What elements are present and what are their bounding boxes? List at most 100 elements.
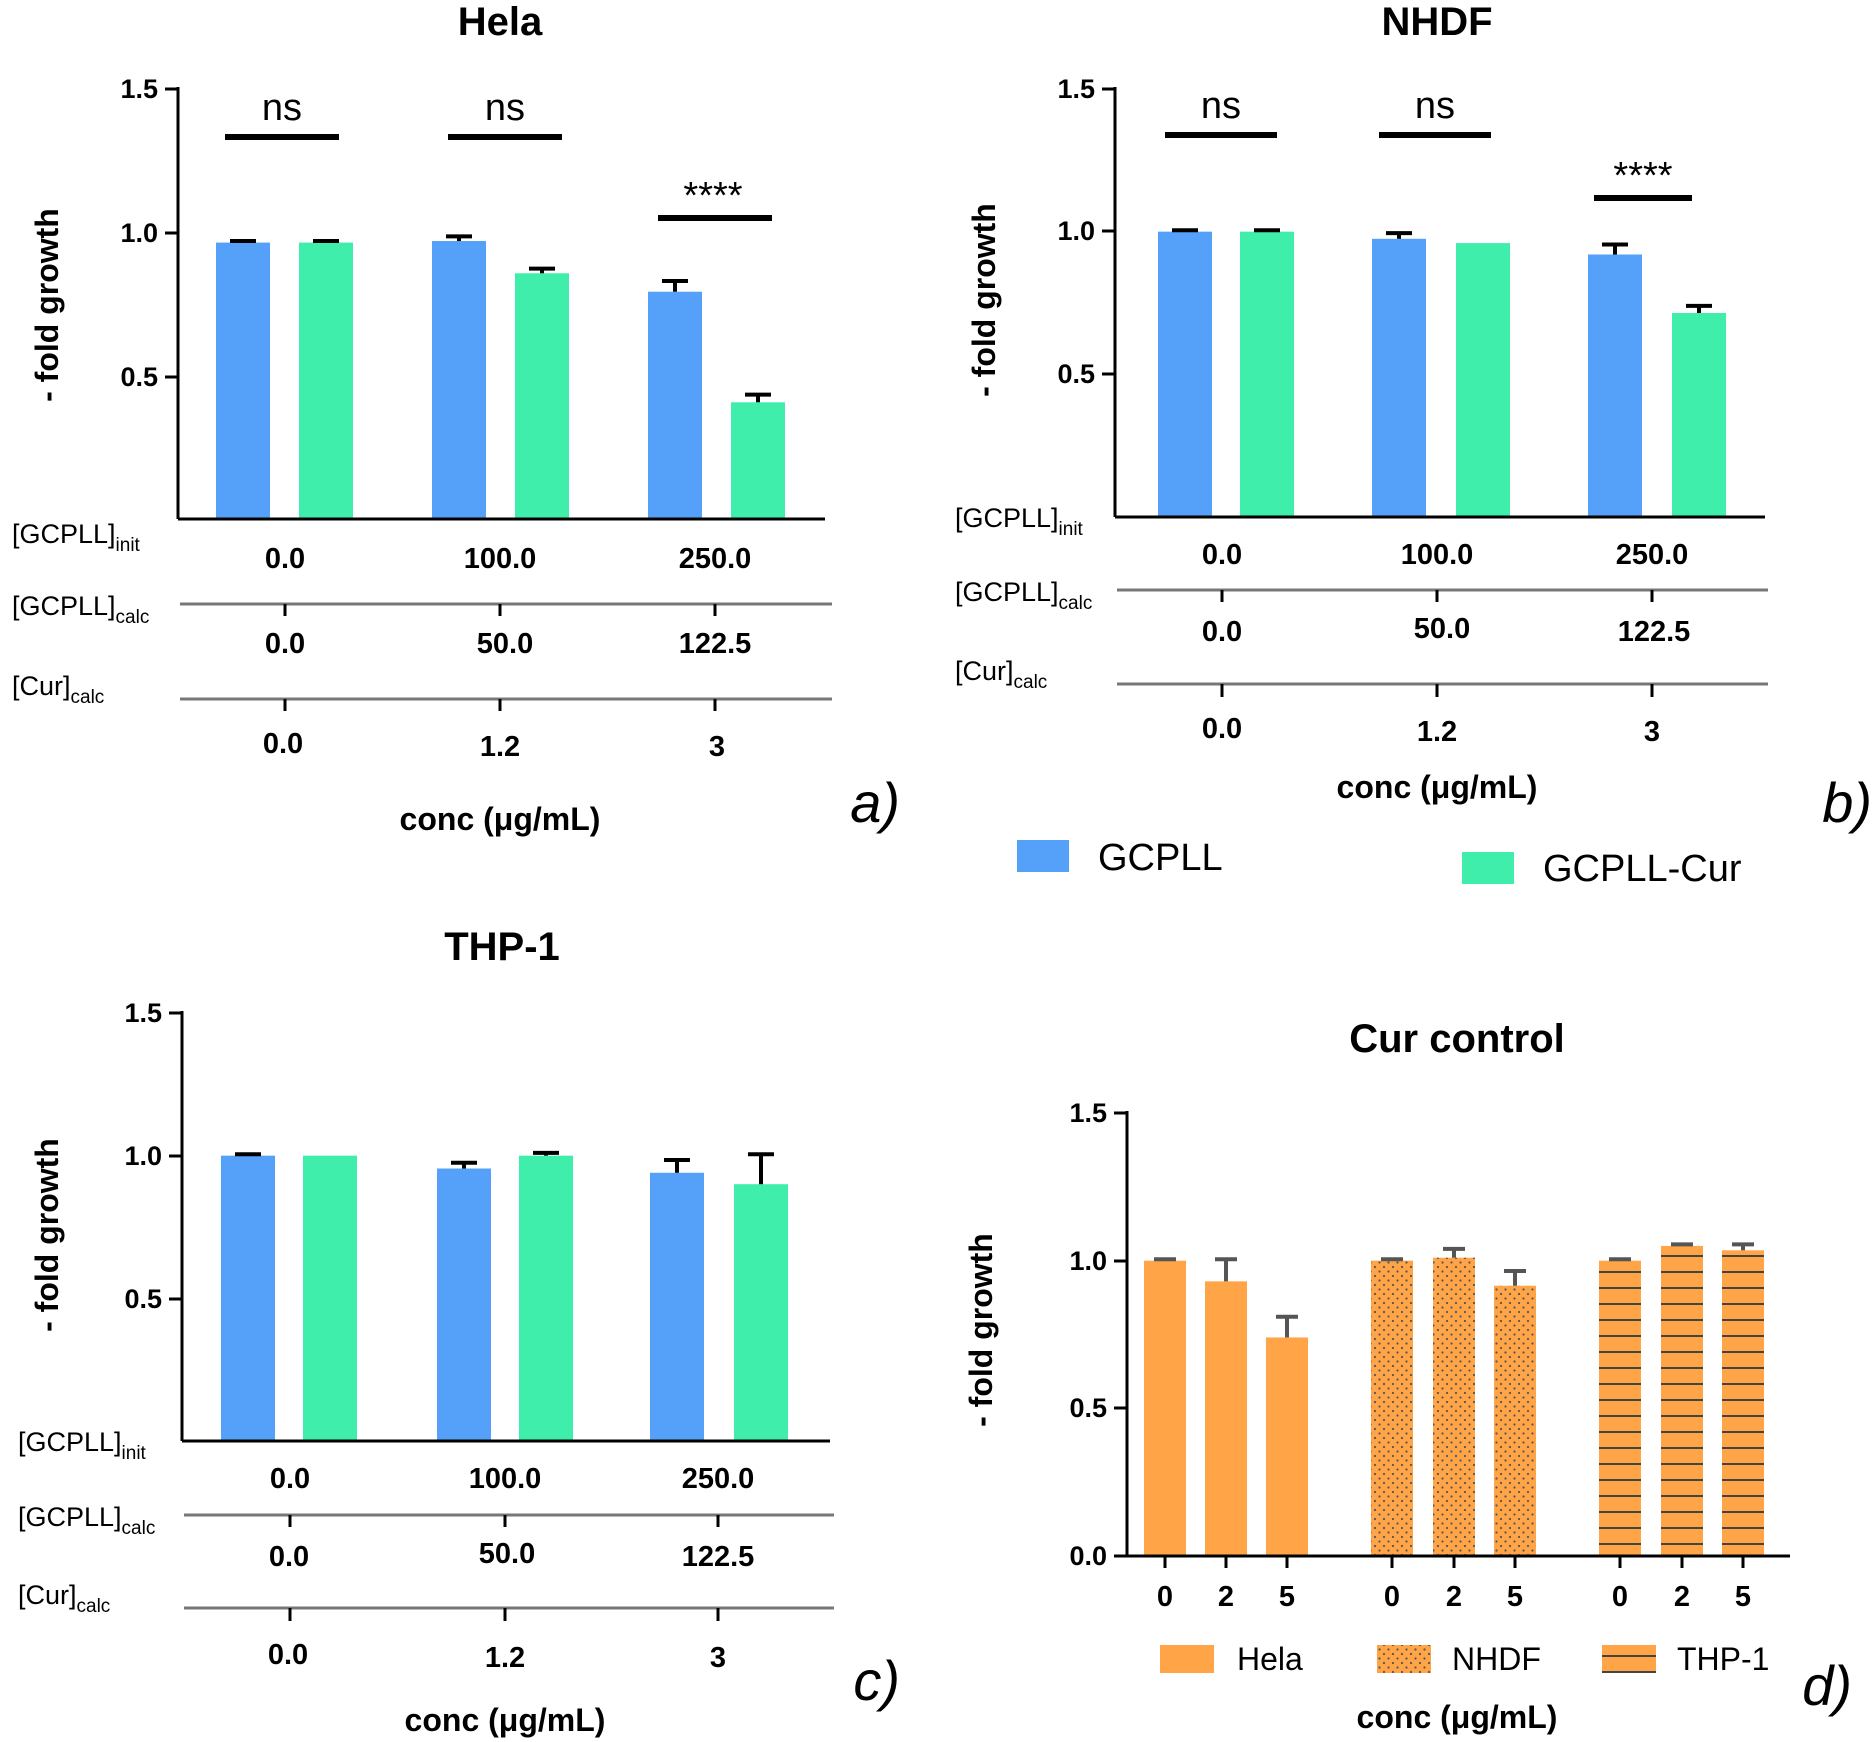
panel-a-row-label-cur-calc: [Cur]calc: [12, 671, 104, 708]
bar-gcpll-cur: [1672, 312, 1726, 517]
panel-b-category-label: 250.0: [1616, 539, 1689, 571]
panel-c-category-label: 50.0: [479, 1538, 535, 1570]
legend-label-nhdf: NHDF: [1452, 1641, 1541, 1677]
panel-a-letter: a): [850, 771, 900, 834]
significance-label: ns: [262, 87, 302, 129]
bar-gcpll: [1372, 238, 1426, 518]
panel-a-title: Hela: [458, 0, 543, 44]
significance-label: ns: [1201, 85, 1241, 127]
panel-a-row-label-gcpll-init: [GCPLL]init: [12, 519, 141, 556]
panel-b-letter: b): [1822, 771, 1872, 834]
bar-gcpll-cur: [1240, 231, 1294, 517]
bar-thp-1: [1661, 1245, 1703, 1556]
row-label-subscript: init: [122, 1443, 147, 1464]
panel-a: Hela - fold growth 1.5 1.0 0.5 ns ns ***…: [12, 0, 900, 837]
panel-a-bars: [216, 234, 785, 520]
panel-c-row-label-gcpll-calc: [GCPLL]calc: [18, 1502, 155, 1539]
panel-c-y-tick-label: 1.5: [124, 998, 162, 1028]
row-label-base: [GCPLL]: [18, 1502, 122, 1532]
bar-gcpll: [432, 241, 486, 520]
panel-d-y-tick-label: 1.5: [1069, 1098, 1107, 1128]
bar-thp-1: [1599, 1260, 1641, 1556]
significance-label: ****: [1613, 155, 1672, 197]
panel-c-y-tick-label: 0.5: [124, 1284, 162, 1314]
panel-d-x-tick-label: 2: [1674, 1581, 1690, 1613]
bar-thp-1: [1722, 1250, 1764, 1556]
panel-a-x-axis-label: conc (μg/mL): [400, 801, 601, 837]
panel-d-title: Cur control: [1349, 1017, 1565, 1061]
panel-b-category-label: 1.2: [1417, 716, 1457, 748]
panel-d: Cur control - fold growth 1.5 1.0 0.5 0.…: [963, 1017, 1852, 1735]
bar-hela: [1266, 1337, 1308, 1556]
panel-c-category-label: 3: [710, 1642, 726, 1674]
bar-gcpll: [648, 291, 702, 519]
panel-d-legend: Hela NHDF THP-1: [1160, 1641, 1769, 1677]
legend-label-gcpll: GCPLL: [1098, 837, 1223, 879]
panel-a-y-tick-label: 0.5: [120, 362, 158, 392]
panel-a-y-tick-label: 1.0: [120, 218, 158, 248]
panel-c-category-label: 0.0: [268, 1639, 308, 1671]
panel-d-y-tick-label: 0.0: [1069, 1541, 1107, 1571]
panel-a-category-label: 0.0: [265, 628, 305, 660]
row-label-base: [GCPLL]: [955, 503, 1059, 533]
panel-b-category-label: 100.0: [1401, 539, 1474, 571]
row-label-subscript: calc: [71, 687, 105, 708]
panel-a-y-axis-label: - fold growth: [29, 208, 65, 402]
row-label-subscript: init: [1059, 519, 1084, 540]
panel-b-category-label: 0.0: [1202, 616, 1242, 648]
panel-b: NHDF - fold growth 1.5 1.0 0.5 ns ns ***…: [955, 0, 1872, 834]
panel-d-x-tick-label: 5: [1507, 1581, 1523, 1613]
panel-c-category-label: 250.0: [682, 1463, 755, 1495]
bar-gcpll-cur: [519, 1155, 573, 1441]
row-label-base: [Cur]: [18, 1580, 77, 1610]
row-label-subscript: calc: [116, 607, 150, 628]
panel-c-category-label: 1.2: [485, 1642, 525, 1674]
panel-a-row-label-gcpll-calc: [GCPLL]calc: [12, 591, 149, 628]
row-label-base: [GCPLL]: [955, 577, 1059, 607]
panel-c-category-label: 122.5: [682, 1541, 755, 1573]
bar-gcpll-cur: [515, 273, 569, 519]
panel-b-category-label: 50.0: [1414, 613, 1470, 645]
panel-d-y-tick-label: 1.0: [1069, 1246, 1107, 1276]
panel-b-category-label: 122.5: [1618, 616, 1691, 648]
panel-b-category-label: 3: [1644, 716, 1660, 748]
legend-gcpll: GCPLL GCPLL-Cur: [1017, 837, 1742, 890]
bar-gcpll-cur: [303, 1155, 357, 1441]
legend-label-gcpll-cur: GCPLL-Cur: [1543, 848, 1742, 890]
row-label-base: [GCPLL]: [12, 519, 116, 549]
bar-gcpll-cur: [731, 402, 785, 519]
row-label-subscript: calc: [1059, 593, 1093, 614]
panel-a-category-label: 0.0: [265, 543, 305, 575]
panel-d-x-tick-label: 2: [1218, 1581, 1234, 1613]
panel-c-row-label-cur-calc: [Cur]calc: [18, 1580, 110, 1617]
panel-a-significance: ns ns ****: [225, 87, 772, 221]
panel-d-x-tick-label: 0: [1384, 1581, 1400, 1613]
bar-gcpll: [1158, 231, 1212, 517]
panel-c-category-label: 0.0: [270, 1463, 310, 1495]
row-label-subscript: init: [116, 535, 141, 556]
legend-swatch-thp1: [1602, 1645, 1656, 1673]
panel-c-category-label: 0.0: [269, 1541, 309, 1573]
panel-a-category-label: 1.2: [480, 731, 520, 763]
panel-c-row-label-gcpll-init: [GCPLL]init: [18, 1427, 147, 1464]
bar-gcpll-cur: [1456, 243, 1510, 517]
bar-gcpll-cur: [734, 1184, 788, 1441]
panel-d-y-tick-label: 0.5: [1069, 1393, 1107, 1423]
legend-swatch-gcpll-cur: [1462, 852, 1514, 884]
bar-hela: [1144, 1260, 1186, 1556]
panel-d-x-tick-label: 2: [1446, 1581, 1462, 1613]
bar-gcpll: [216, 242, 270, 520]
panel-b-y-tick-label: 1.0: [1057, 216, 1095, 246]
bar-gcpll: [437, 1168, 491, 1441]
significance-label: ns: [485, 87, 525, 129]
bar-gcpll: [221, 1155, 275, 1441]
bar-nhdf: [1371, 1260, 1413, 1556]
panel-c-y-axis-label: - fold growth: [29, 1138, 65, 1332]
bar-gcpll: [650, 1172, 704, 1441]
panel-b-title: NHDF: [1381, 0, 1492, 44]
row-label-subscript: calc: [122, 1518, 156, 1539]
panel-c-x-axis-label: conc (μg/mL): [405, 1702, 606, 1738]
panel-a-category-label: 122.5: [679, 628, 752, 660]
legend-swatch-nhdf: [1377, 1645, 1431, 1673]
